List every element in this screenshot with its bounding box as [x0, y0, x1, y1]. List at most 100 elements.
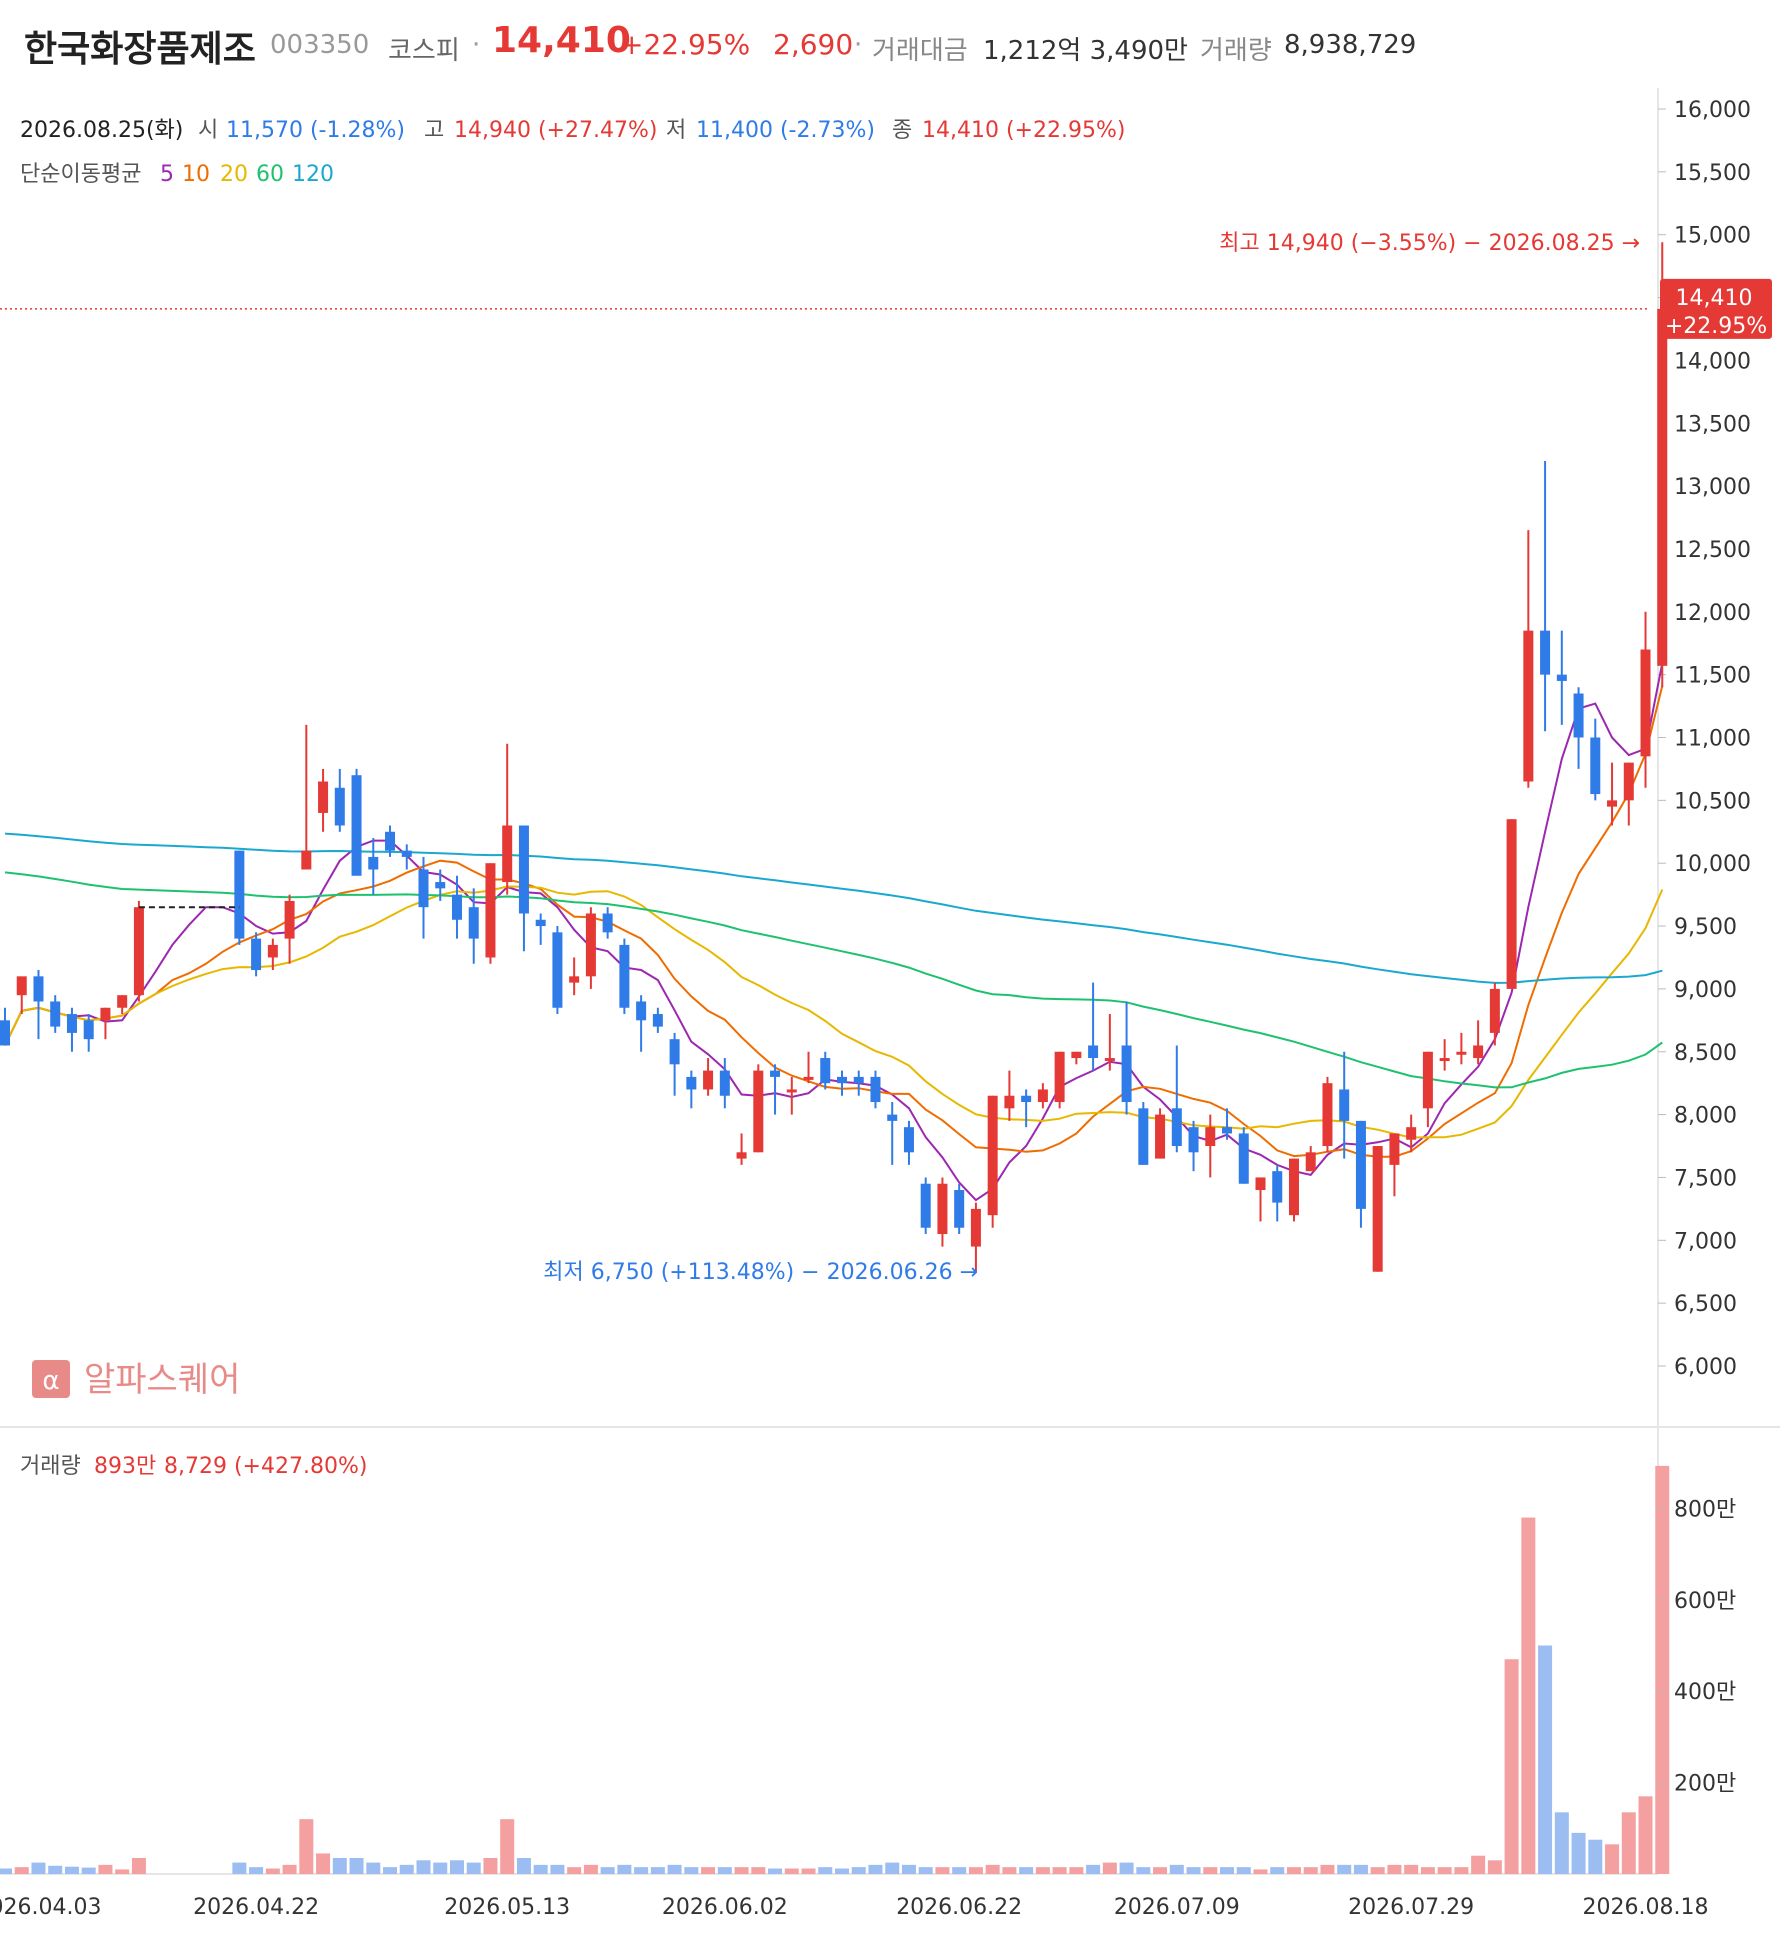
volume-bar	[383, 1867, 398, 1874]
candle-body	[1121, 1045, 1132, 1103]
candle-body	[770, 1070, 781, 1077]
price-tick-label: 11,000	[1674, 727, 1751, 752]
candle-body	[1205, 1127, 1216, 1147]
candle-body	[435, 882, 446, 889]
volume-bar	[1320, 1864, 1335, 1874]
volume-tick-label: 200만	[1674, 1772, 1736, 1797]
price-tick-label: 6,000	[1674, 1355, 1737, 1380]
separator-dot: ·	[472, 30, 481, 60]
volume-bar	[684, 1867, 699, 1874]
candle-body	[502, 825, 513, 883]
volume-bar	[1420, 1867, 1435, 1874]
candle-body	[251, 938, 262, 971]
volume-bar	[64, 1866, 79, 1874]
candle-body	[1372, 1146, 1383, 1272]
candle-body	[987, 1095, 998, 1216]
volume-bar	[1019, 1867, 1034, 1874]
high-value: 14,940 (+27.47%)	[454, 118, 657, 143]
ohlc-date: 2026.08.25(화)	[20, 118, 183, 143]
volume-bar	[634, 1867, 649, 1874]
candle-body	[920, 1183, 931, 1228]
price-tick-label: 7,500	[1674, 1166, 1737, 1191]
candle-body	[485, 863, 496, 958]
volume-bar	[868, 1864, 883, 1874]
price-tick-label: 10,000	[1674, 852, 1751, 877]
candle-body	[1607, 800, 1618, 807]
candle-body	[468, 907, 479, 939]
volume-bar	[751, 1867, 766, 1874]
volume-bar	[500, 1819, 515, 1874]
candle-body	[1422, 1051, 1433, 1109]
change-percent: +22.95%	[620, 28, 751, 61]
volume-bar	[835, 1868, 849, 1874]
volume-bar	[952, 1867, 967, 1874]
open-value: 11,570 (-1.28%)	[226, 118, 405, 143]
volume-bar	[885, 1862, 900, 1874]
high-annotation: 최고 14,940 (−3.55%) − 2026.08.25 →	[1219, 231, 1640, 256]
candle-body	[820, 1058, 831, 1084]
candle-body	[669, 1039, 680, 1065]
trade-value: 1,212억 3,490만	[983, 36, 1188, 66]
volume-bar	[1454, 1867, 1469, 1874]
price-tick-label: 11,500	[1674, 664, 1751, 689]
date-axis: 2026.04.03 2026.04.22 2026.05.13 2026.06.02…	[0, 1895, 1709, 1920]
ma10-line	[4, 685, 1664, 1158]
volume-bar	[265, 1868, 280, 1874]
ma5-line	[4, 662, 1664, 1202]
candle-body	[736, 1152, 747, 1159]
volume-bar	[901, 1864, 916, 1874]
price-tick-label: 15,000	[1674, 224, 1751, 249]
low-annotation: 최저 6,750 (+113.48%) − 2026.06.26 →	[543, 1260, 978, 1285]
volume-bar	[768, 1868, 783, 1874]
volume-bar	[550, 1864, 565, 1874]
ma10-legend: 10	[182, 162, 210, 187]
volume-bar	[1655, 1465, 1670, 1874]
date-tick-label: 2026.06.02	[662, 1895, 788, 1920]
candle-body	[267, 944, 278, 958]
separator-dot: ·	[854, 30, 863, 60]
close-label: 종	[892, 118, 912, 143]
volume-bar	[1270, 1867, 1285, 1874]
candle-body	[1188, 1127, 1199, 1153]
volume-bar	[449, 1860, 464, 1874]
date-tick-label: 2026.04.03	[0, 1895, 101, 1920]
trade-value-label: 거래대금	[872, 36, 968, 66]
candle-body	[887, 1114, 898, 1121]
candlestick-series	[0, 242, 1668, 1272]
price-tick-label: 10,500	[1674, 789, 1751, 814]
volume-bar	[1303, 1867, 1318, 1874]
candle-body	[1456, 1051, 1467, 1055]
ma20-line	[4, 885, 1664, 1139]
volume-bar	[583, 1864, 598, 1874]
volume-bar	[48, 1865, 63, 1874]
stock-chart[interactable]: 2026.08.25(화) 시 11,570 (-1.28%) 고 14,940…	[0, 88, 1780, 1934]
candle-body	[602, 913, 613, 933]
candle-body	[686, 1076, 697, 1090]
price-tick-label: 12,000	[1674, 601, 1751, 626]
price-tick-label: 6,500	[1674, 1292, 1737, 1317]
volume-bar	[1370, 1867, 1385, 1874]
volume-bar	[349, 1858, 364, 1874]
candle-body	[569, 976, 580, 983]
current-price-tag	[1660, 278, 1772, 339]
candle-body	[33, 976, 44, 1002]
candle-body	[1021, 1095, 1032, 1103]
candle-body	[870, 1076, 881, 1103]
volume-bar	[1169, 1864, 1184, 1874]
volume-bar	[516, 1858, 531, 1874]
candle-body	[1506, 819, 1517, 989]
candle-body	[100, 1007, 111, 1021]
candle-body	[334, 787, 345, 826]
candle-body	[1288, 1158, 1299, 1216]
change-amount: 2,690	[773, 28, 854, 61]
candle-body	[937, 1183, 948, 1235]
candle-body	[1355, 1120, 1366, 1209]
candle-body	[753, 1070, 764, 1153]
price-tick-label: 12,500	[1674, 538, 1751, 563]
volume-bar	[1487, 1860, 1502, 1874]
price-tick-label: 8,500	[1674, 1041, 1737, 1066]
candle-body	[451, 894, 462, 920]
volume-axis: 200만 400만 600만 800만	[1658, 1497, 1736, 1797]
volume-bar	[1052, 1867, 1067, 1874]
low-label: 저	[666, 118, 686, 143]
